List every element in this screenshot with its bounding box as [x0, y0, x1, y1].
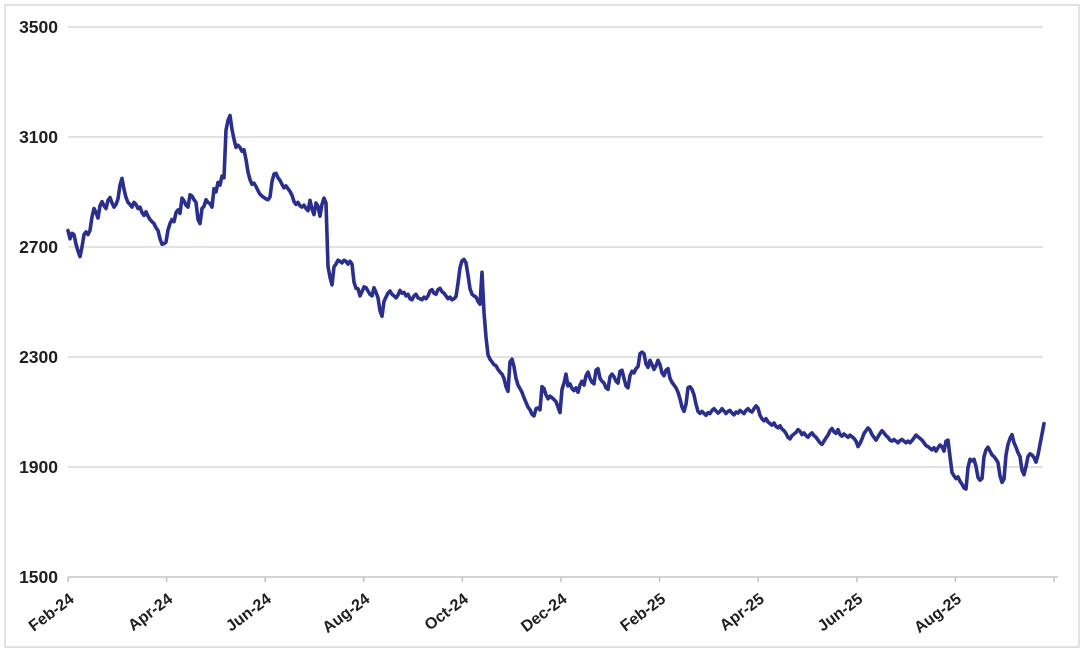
chart-frame — [4, 4, 1080, 648]
y-axis-label: 1500 — [19, 567, 58, 587]
data-series-line — [66, 113, 1046, 491]
y-axis-label: 3500 — [19, 17, 58, 37]
gridlines — [68, 26, 1043, 468]
x-axis — [67, 576, 1058, 582]
y-axis-label: 3100 — [19, 127, 58, 147]
y-axis-label: 2300 — [19, 347, 58, 367]
y-axis-label: 1900 — [19, 457, 58, 477]
y-axis-labels: 3500 3100 2700 2300 1900 1500 — [19, 17, 58, 587]
y-axis-label: 2700 — [19, 237, 58, 257]
